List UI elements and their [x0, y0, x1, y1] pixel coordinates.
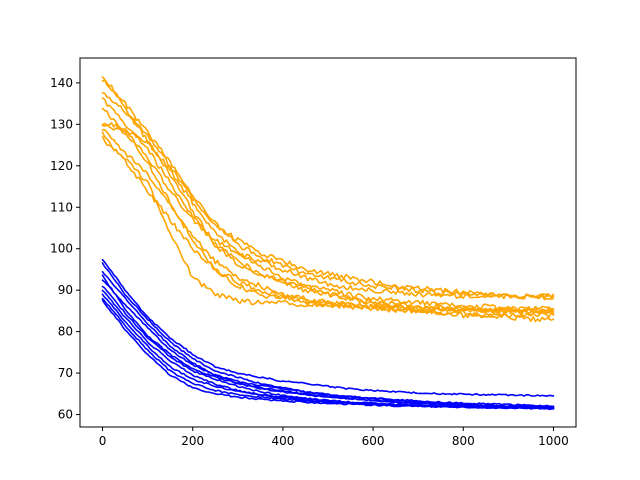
x-tick-label: 800: [452, 434, 475, 448]
orange-series-line-9: [101, 131, 555, 323]
series-layer: [101, 76, 555, 411]
y-tick-label: 130: [50, 117, 73, 131]
blue-series-line-11: [101, 258, 555, 397]
blue-series-line-18: [101, 293, 555, 410]
orange-series-line-2: [101, 79, 555, 300]
x-tick-label: 600: [362, 434, 385, 448]
y-tick-label: 70: [58, 366, 73, 380]
blue-series-line-15: [101, 279, 555, 408]
axes-layer: 0 200 400 600 800 1000 60 70 80 90 100 110 120 130 140: [50, 57, 577, 448]
orange-series-line-10: [101, 136, 555, 313]
x-tick-label: 200: [181, 434, 204, 448]
orange-series-line-3: [101, 92, 555, 301]
x-tick-label: 400: [271, 434, 294, 448]
y-tick-label: 120: [50, 159, 73, 173]
y-tick-label: 110: [50, 200, 73, 214]
x-tick-label: 0: [99, 434, 107, 448]
y-tick-label: 100: [50, 242, 73, 256]
y-tick-label: 140: [50, 76, 73, 90]
y-tick-label: 60: [58, 408, 73, 422]
x-tick-label: 1000: [538, 434, 569, 448]
orange-series-line-6: [101, 122, 555, 300]
plot-frame: [79, 57, 577, 428]
blue-series-line-20: [101, 299, 555, 411]
y-tick-label: 90: [58, 283, 73, 297]
y-tick-label: 80: [58, 325, 73, 339]
orange-series-line-4: [101, 97, 555, 312]
orange-series-line-7: [101, 123, 555, 314]
